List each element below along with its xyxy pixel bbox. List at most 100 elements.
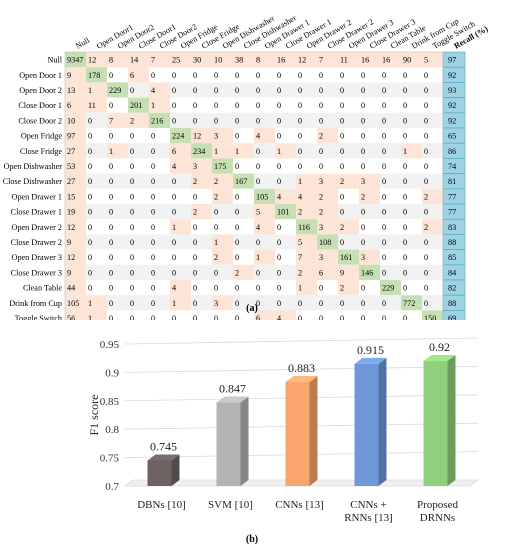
matrix-cell [317,112,338,128]
matrix-cell [128,249,149,265]
matrix-cell [65,97,86,113]
matrix-cell [422,128,443,144]
cell-value: 0 [214,71,218,80]
matrix-cell [212,204,233,220]
cell-value: 3 [319,177,323,186]
matrix-border [64,51,444,320]
matrix-cell [275,234,296,250]
recall-value: 82 [448,284,456,293]
recall-value: 92 [448,71,456,80]
recall-value: 84 [448,268,456,277]
matrix-cell [275,264,296,280]
cell-value: 0 [361,208,365,217]
cell-value: 6 [172,147,176,156]
matrix-cell [212,158,233,174]
cell-value: 10 [214,56,222,65]
matrix-cell [212,310,233,320]
cell-value: 19 [67,208,75,217]
row-label: Open Fridge [21,132,63,141]
cell-value: 0 [151,284,155,293]
cell-value: 0 [256,299,260,308]
matrix-cell [212,112,233,128]
matrix-cell [296,295,317,311]
cell-value: 0 [424,162,428,171]
matrix-cell [254,97,275,113]
matrix-cell [128,128,149,144]
matrix-cell [401,82,422,98]
matrix-cell [359,310,380,320]
cell-value: 0 [256,86,260,95]
cell-value: 0 [109,71,113,80]
x-category-label: CNNs + [350,499,386,511]
cell-value: 0 [172,86,176,95]
cell-value: 0 [235,253,239,262]
matrix-cell [401,97,422,113]
cell-value: 0 [277,132,281,141]
matrix-cell [401,280,422,296]
cell-value: 16 [361,56,369,65]
cell-value: 0 [361,101,365,110]
matrix-cell [107,280,128,296]
matrix-cell [170,264,191,280]
cell-value: 0 [277,71,281,80]
matrix-cell [128,158,149,174]
cell-value: 0 [130,86,134,95]
matrix-cell [170,173,191,189]
y-tick-label: 0.95 [100,339,120,351]
cell-value: 0 [361,116,365,125]
matrix-cell [338,234,359,250]
matrix-cell [359,97,380,113]
matrix-cell [401,295,422,311]
matrix-cell [191,97,212,113]
cell-value: 0 [382,253,386,262]
matrix-cell [149,143,170,159]
cell-value: 0 [193,268,197,277]
matrix-cell [254,204,275,220]
cell-value: 38 [235,56,243,65]
cell-value: 2 [235,268,239,277]
matrix-cell [107,52,128,68]
column-header: Null [74,35,92,50]
matrix-cell [191,249,212,265]
cell-value: 2 [214,192,218,201]
matrix-cell [191,264,212,280]
cell-value: 4 [151,86,155,95]
cell-value: 150 [424,314,436,320]
matrix-cell [107,310,128,320]
cell-value: 0 [130,132,134,141]
cell-value: 0 [130,314,134,320]
matrix-cell [359,188,380,204]
cell-value: 4 [256,132,260,141]
panel-label-b: (b) [246,534,258,545]
cell-value: 0 [109,268,113,277]
cell-value: 0 [424,238,428,247]
cell-value: 0 [382,71,386,80]
cell-value: 0 [256,177,260,186]
cell-value: 1 [88,86,92,95]
matrix-cell [233,67,254,83]
matrix-cell [128,112,149,128]
matrix-cell [317,188,338,204]
matrix-cell [149,188,170,204]
matrix-cell [254,173,275,189]
cell-value: 0 [319,86,323,95]
cell-value: 4 [277,192,281,201]
matrix-cell [65,143,86,159]
recall-value: 93 [448,86,456,95]
cell-value: 146 [361,268,373,277]
matrix-cell [65,249,86,265]
cell-value: 0 [403,314,407,320]
cell-value: 2 [214,177,218,186]
cell-value: 0 [382,268,386,277]
cell-value: 0 [298,101,302,110]
cell-value: 0 [403,253,407,262]
cell-value: 0 [424,284,428,293]
matrix-cell [401,264,422,280]
cell-value: 0 [130,284,134,293]
cell-value: 9347 [67,56,83,65]
row-label: Open Drawer 1 [12,192,62,201]
cell-value: 0 [130,253,134,262]
bar-side [447,355,456,486]
matrix-cell [86,128,107,144]
y-tick-label: 0.75 [100,453,120,465]
